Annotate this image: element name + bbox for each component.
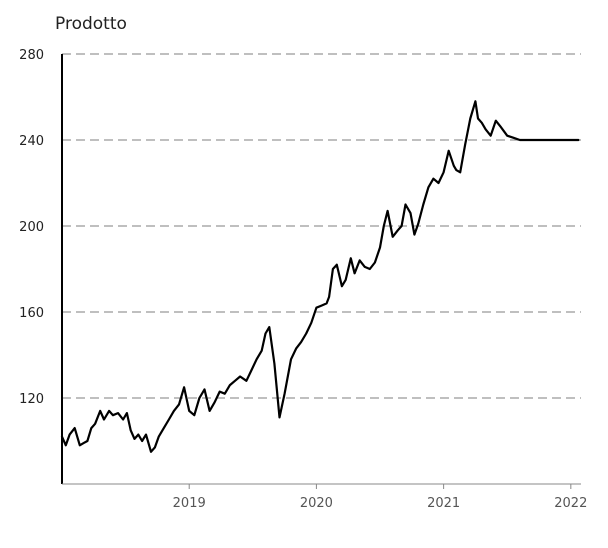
y-tick-label: 280	[19, 48, 44, 63]
gridlines	[62, 53, 581, 399]
x-tick-label: 2021	[427, 496, 460, 511]
y-tick-label: 120	[19, 392, 44, 407]
series-line-0	[60, 100, 580, 453]
x-tick-label: 2022	[554, 496, 587, 511]
x-tick-label: 2019	[173, 496, 206, 511]
x-tick-label: 2020	[300, 496, 333, 511]
chart-title: Prodotto	[55, 14, 127, 34]
y-tick-label: 240	[19, 134, 44, 149]
x-axis-ticks: 2019 2020 2021 2022	[173, 484, 587, 511]
series-group	[60, 100, 580, 453]
y-tick-label: 160	[19, 306, 44, 321]
y-axis-ticks: 120 160 200 240 280	[19, 48, 44, 407]
y-tick-label: 200	[19, 220, 44, 235]
